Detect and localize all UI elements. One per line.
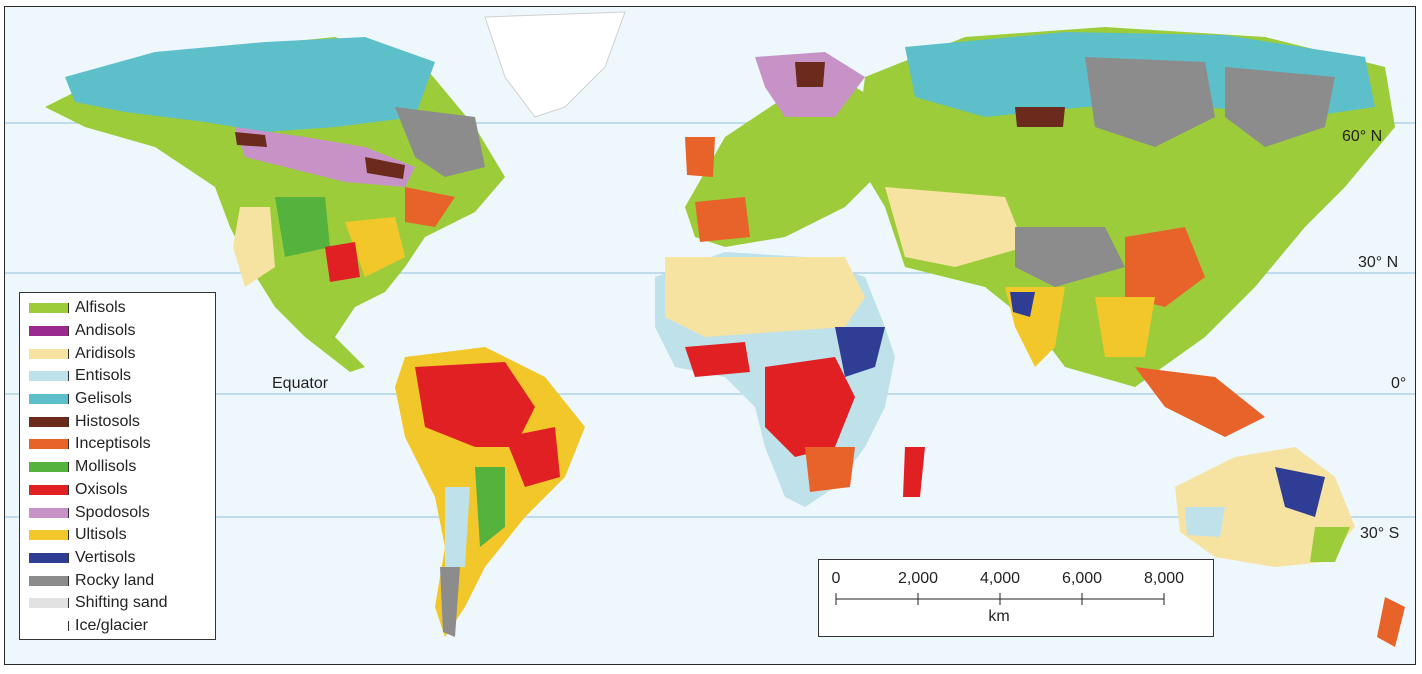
map-canvas: [5, 11, 1415, 647]
legend-item: Mollisols: [20, 456, 215, 479]
south-america: [395, 347, 585, 637]
north-america: [45, 37, 505, 372]
legend-swatch: [29, 439, 69, 450]
scale-bar-line: [835, 593, 1165, 605]
legend-item: Shifting sand: [20, 592, 215, 615]
equator-label: Equator: [272, 375, 329, 392]
scale-tick-2000: 2,000: [897, 570, 939, 587]
legend-swatch: [29, 394, 69, 405]
legend-label: Ultisols: [75, 526, 127, 544]
legend-swatch: [29, 371, 69, 382]
legend-label: Andisols: [75, 322, 136, 340]
legend-swatch: [29, 326, 69, 337]
legend-swatch: [29, 462, 69, 473]
legend-label: Ice/glacier: [75, 616, 148, 634]
legend-swatch: [29, 416, 69, 427]
latitude-label-60n: 60° N: [1342, 128, 1383, 145]
africa: [655, 252, 925, 507]
latitude-label-30n: 30° N: [1358, 254, 1399, 271]
legend-label: Alfisols: [75, 299, 126, 317]
legend-swatch: [29, 620, 69, 631]
latitude-label-30s: 30° S: [1360, 525, 1400, 542]
legend-label: Aridisols: [75, 344, 136, 362]
legend-label: Rocky land: [75, 571, 155, 589]
legend-item: Aridisols: [20, 342, 215, 365]
legend-swatch: [29, 507, 69, 518]
greenland: [484, 11, 626, 118]
legend-swatch: [29, 530, 69, 541]
legend-label: Gelisols: [75, 390, 132, 408]
legend-item: Oxisols: [20, 479, 215, 502]
world-soil-map: 60° N 30° N 0° 30° S Equator: [4, 6, 1416, 665]
legend-item: Ultisols: [20, 524, 215, 547]
scale-bar: 0 2,000 4,000 6,000 8,000 km: [818, 559, 1214, 637]
europe: [685, 52, 905, 247]
legend-item: Alfisols: [20, 297, 215, 320]
legend-item: Gelisols: [20, 388, 215, 411]
australia: [1175, 447, 1355, 567]
legend-item: Rocky land: [20, 569, 215, 592]
legend-swatch: [29, 575, 69, 586]
asia: [855, 27, 1395, 437]
legend-item: Vertisols: [20, 547, 215, 570]
scale-tick-0: 0: [831, 570, 841, 587]
soil-legend: Alfisols Andisols Aridisols Entisols Gelisol…: [19, 292, 216, 640]
legend-label: Mollisols: [75, 458, 137, 476]
new-zealand: [1377, 597, 1405, 647]
scale-tick-4000: 4,000: [979, 570, 1021, 587]
legend-swatch: [29, 598, 69, 609]
legend-swatch: [29, 552, 69, 563]
legend-item: Ice/glacier: [20, 615, 215, 638]
legend-label: Entisols: [75, 367, 132, 385]
scale-unit: km: [988, 608, 1010, 625]
legend-swatch: [29, 484, 69, 495]
scale-tick-8000: 8,000: [1143, 570, 1185, 587]
legend-label: Oxisols: [75, 480, 128, 498]
legend-item: Entisols: [20, 365, 215, 388]
legend-label: Histosols: [75, 412, 140, 430]
legend-label: Shifting sand: [75, 594, 168, 612]
latitude-label-0: 0°: [1391, 375, 1407, 392]
legend-item: Histosols: [20, 410, 215, 433]
legend-item: Spodosols: [20, 501, 215, 524]
legend-item: Inceptisols: [20, 433, 215, 456]
legend-item: Andisols: [20, 320, 215, 343]
legend-swatch: [29, 303, 69, 314]
scale-tick-6000: 6,000: [1061, 570, 1103, 587]
legend-swatch: [29, 348, 69, 359]
legend-label: Inceptisols: [75, 435, 151, 453]
legend-label: Vertisols: [75, 548, 136, 566]
legend-label: Spodosols: [75, 503, 150, 521]
